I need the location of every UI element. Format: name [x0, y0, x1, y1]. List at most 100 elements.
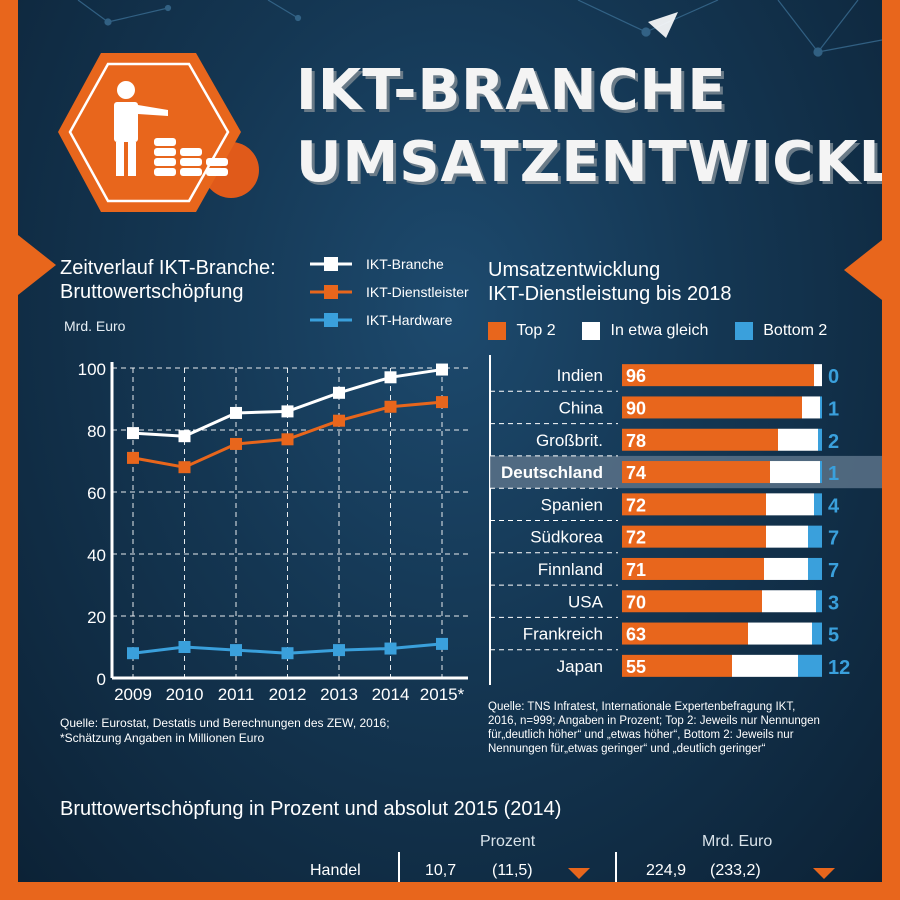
bottom2-value-label: 1 [828, 398, 839, 420]
table-divider-2 [615, 852, 617, 882]
x-tick-label: 2010 [166, 685, 204, 704]
data-point [230, 406, 242, 419]
row-pct-prev: (11,5) [492, 862, 533, 879]
x-tick-label: 2013 [320, 685, 358, 704]
top2-value-label: 90 [626, 398, 646, 418]
bottom2-value-label: 5 [828, 625, 839, 647]
bar-segment [820, 461, 822, 484]
left-edge-notch [18, 235, 56, 295]
bar-segment [622, 493, 766, 516]
bar-segment [818, 428, 822, 451]
y-tick-label: 100 [78, 360, 106, 379]
bar-segment [622, 364, 814, 387]
bar-chart: Indien 96 0 China 90 1 Großbrit. 78 2 Deutschland… [489, 355, 882, 685]
bar-segment [748, 622, 812, 645]
bottom2-value-label: 7 [828, 528, 839, 550]
data-point [178, 641, 191, 653]
infographic-panel: IKT-BRANCHE UMSATZENTWICKLUNG Zeitverlau… [18, 0, 882, 882]
network-decoration [77, 0, 882, 57]
data-point [230, 644, 242, 657]
data-point [333, 414, 345, 427]
legend-label-bottom2: Bottom 2 [763, 322, 828, 340]
data-point [127, 427, 139, 440]
x-tick-label: 2009 [114, 685, 152, 704]
title-line-2: UMSATZENTWICKLUNG [296, 130, 882, 195]
bar-segment [808, 557, 822, 580]
right-edge-notch [844, 240, 882, 300]
category-label: Deutschland [501, 463, 603, 482]
bar-segment [770, 461, 820, 484]
category-label: USA [568, 592, 604, 611]
data-point [333, 386, 345, 399]
bar-segment [622, 654, 732, 677]
triangle-down-icon [813, 868, 835, 879]
data-point [384, 371, 397, 384]
right-heading-line-1: Umsatzentwicklung [488, 259, 661, 281]
row-eur-prev: (233,2) [710, 862, 761, 879]
x-tick-label: 2015* [420, 685, 465, 704]
category-label: Frankreich [523, 625, 603, 644]
bar-segment [802, 396, 820, 419]
legend-label: IKT-Hardware [366, 312, 453, 328]
legend-label-equal: In etwa gleich [610, 322, 709, 340]
legend-swatch-equal [582, 322, 601, 340]
bottom2-value-label: 0 [828, 366, 839, 388]
right-source-line-1: Quelle: TNS Infratest, Internationale Ex… [488, 701, 796, 713]
category-label: Südkorea [530, 528, 603, 547]
bar-segment [622, 461, 770, 484]
legend-label: IKT-Dienstleister [366, 284, 469, 300]
category-label: Spanien [541, 495, 603, 514]
data-point [436, 396, 448, 409]
businessman-coins-icon [58, 53, 259, 212]
data-point [384, 642, 397, 655]
bar-segment [812, 622, 822, 645]
row-pct: 10,7 [425, 862, 457, 879]
right-source-line-2: 2016, n=999; Angaben in Prozent; Top 2: … [488, 715, 820, 727]
bottom-table-title: Bruttowertschöpfung in Prozent und absol… [60, 798, 562, 820]
y-tick-label: 20 [87, 608, 106, 627]
left-source-line-1: Quelle: Eurostat, Destatis und Berechnun… [60, 716, 390, 730]
right-source-line-4: Nennungen für„etwas geringer“ und „deutl… [488, 743, 766, 755]
row-eur: 224,9 [646, 862, 687, 879]
category-label: Großbrit. [536, 431, 603, 450]
bar-segment [808, 525, 822, 548]
top2-value-label: 71 [626, 560, 646, 580]
bar-chart-legend: Top 2 In etwa gleich Bottom 2 [488, 322, 827, 340]
y-tick-label: 80 [87, 422, 106, 441]
bottom2-value-label: 7 [828, 560, 839, 582]
left-heading-line-1: Zeitverlauf IKT-Branche: [60, 257, 276, 279]
bar-segment [814, 493, 822, 516]
bar-segment [622, 428, 778, 451]
x-tick-label: 2014 [372, 685, 410, 704]
legend-swatch-bottom2 [734, 322, 753, 340]
top2-value-label: 78 [626, 431, 646, 451]
bottom2-value-label: 2 [828, 431, 839, 453]
x-tick-label: 2012 [269, 685, 307, 704]
data-point [230, 437, 242, 450]
left-chart-source: Quelle: Eurostat, Destatis und Berechnun… [60, 716, 390, 746]
top2-value-label: 55 [626, 657, 646, 677]
legend-label: IKT-Branche [366, 256, 444, 272]
table-divider-1 [398, 852, 400, 882]
top2-value-label: 74 [626, 463, 646, 483]
left-source-line-2: *Schätzung Angaben in Millionen Euro [60, 731, 265, 745]
data-point [436, 637, 448, 650]
data-point [281, 647, 294, 660]
bar-segment [622, 590, 762, 613]
y-tick-label: 0 [97, 670, 106, 689]
right-chart-source: Quelle: TNS Infratest, Internationale Ex… [488, 700, 820, 756]
bar-segment [762, 590, 816, 613]
bar-segment [766, 493, 814, 516]
legend-marker [324, 257, 338, 271]
bottom2-value-label: 1 [828, 463, 839, 485]
category-label: Finnland [538, 560, 603, 579]
right-chart-heading: Umsatzentwicklung IKT-Dienstleistung bis… [488, 258, 731, 306]
data-point [127, 647, 139, 660]
bar-segment [798, 654, 822, 677]
bar-segment [622, 525, 766, 548]
legend-swatch-top2 [488, 322, 506, 340]
data-point [384, 400, 397, 413]
data-point [333, 644, 345, 657]
bottom2-value-label: 12 [828, 657, 850, 679]
bar-segment [622, 557, 764, 580]
